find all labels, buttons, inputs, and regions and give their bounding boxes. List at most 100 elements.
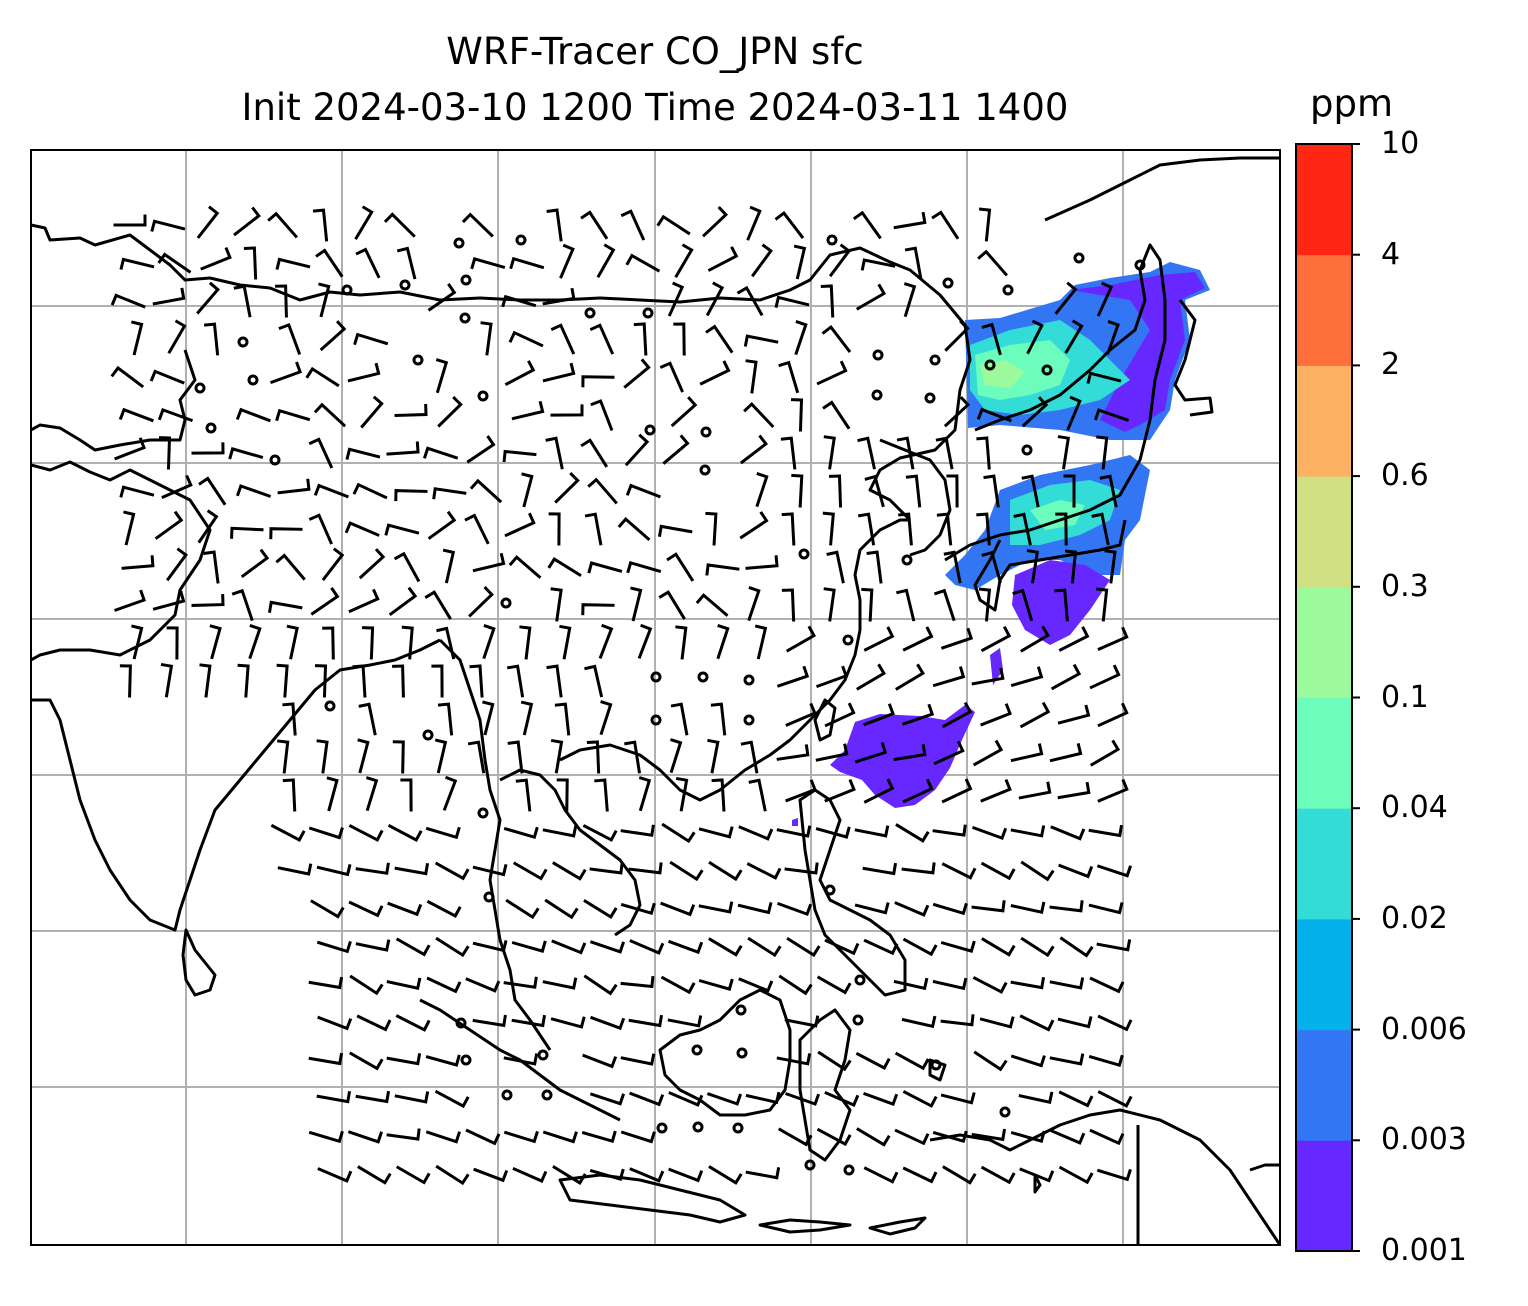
wind-barb: [550, 587, 563, 622]
wind-barb: [469, 478, 503, 504]
wind-barb: [275, 284, 288, 318]
wind-barb: [667, 281, 685, 317]
calm-wind-marker: [872, 349, 884, 361]
wind-barb: [277, 739, 290, 774]
wind-barb: [123, 510, 136, 546]
wind-barb: [401, 625, 414, 660]
wind-barb: [980, 703, 1012, 727]
wind-barb: [932, 902, 968, 916]
wind-barb: [316, 1090, 352, 1104]
calm-wind-marker: [929, 354, 941, 366]
wind-barb: [981, 550, 1002, 584]
wind-barb: [1057, 435, 1071, 470]
wind-barb: [275, 257, 311, 270]
wind-barb: [737, 901, 773, 915]
wind-barb: [1058, 626, 1090, 652]
wind-barb: [675, 776, 689, 812]
wind-barb: [705, 324, 734, 354]
wind-barb: [1059, 936, 1094, 958]
wind-barb: [1091, 512, 1110, 546]
wind-barb: [305, 366, 340, 388]
wind-barb: [550, 323, 576, 355]
wind-barb: [861, 587, 874, 622]
calm-wind-marker: [477, 390, 489, 402]
wind-barb: [467, 740, 486, 774]
wind-barb: [392, 740, 405, 774]
wind-barb: [508, 555, 542, 579]
wind-barb: [243, 246, 258, 280]
calm-wind-marker: [1073, 252, 1085, 264]
calm-wind-marker: [656, 1122, 668, 1134]
wind-barb: [856, 1127, 891, 1147]
wind-barb: [551, 939, 587, 955]
wind-barb: [781, 512, 796, 546]
wind-barb: [1089, 976, 1125, 994]
wind-barb: [784, 1092, 821, 1106]
wind-barb: [705, 511, 718, 546]
calm-wind-marker: [642, 307, 654, 319]
wind-barb: [387, 823, 423, 843]
wind-barb: [656, 214, 691, 236]
wind-barb: [745, 1091, 781, 1105]
wind-barb: [1021, 396, 1049, 428]
wind-barb: [426, 976, 462, 994]
wind-barb: [589, 1092, 626, 1106]
wind-barb: [282, 778, 297, 812]
wind-barb: [751, 243, 773, 278]
coastlines: [31, 156, 1280, 1245]
colorbar-tick-label: 2: [1381, 347, 1401, 383]
wind-barb: [791, 473, 804, 508]
calm-wind-marker: [843, 1164, 855, 1176]
wind-barb: [824, 1091, 860, 1107]
wind-barb: [698, 978, 734, 991]
wind-barb: [113, 214, 147, 227]
wind-barb: [348, 900, 384, 918]
colorbar-tick-label: 4: [1381, 236, 1401, 272]
wind-barb: [980, 625, 1012, 653]
wind-barb: [780, 436, 797, 470]
wind-barb: [547, 557, 582, 577]
wind-barb: [1106, 319, 1120, 356]
wind-barb: [308, 1130, 344, 1144]
wind-barb: [854, 902, 890, 915]
wind-barb: [1026, 319, 1044, 355]
wind-barb: [670, 702, 689, 736]
wind-barb: [472, 552, 506, 573]
wind-barb: [667, 1015, 703, 1028]
wind-barb: [442, 548, 456, 584]
wind-barb: [431, 664, 444, 698]
colorbar-band: [1296, 254, 1352, 366]
wind-barb: [240, 548, 270, 578]
wind-barb: [203, 550, 220, 584]
wind-barb: [864, 474, 885, 508]
wind-barb: [941, 778, 973, 804]
wind-barb: [774, 211, 805, 240]
wind-barb: [435, 358, 449, 394]
wind-barb: [466, 435, 496, 464]
wind-barb: [1057, 781, 1091, 800]
calm-wind-marker: [699, 464, 711, 476]
wind-barb: [743, 334, 779, 347]
wind-barb: [596, 243, 616, 279]
wind-barb: [1021, 474, 1040, 508]
wind-barb: [657, 524, 693, 538]
wind-barb: [979, 1016, 1015, 1029]
wind-barb: [662, 434, 690, 465]
wind-barb: [944, 319, 970, 352]
wind-barb: [482, 623, 496, 660]
wind-barb: [1057, 1016, 1093, 1029]
wind-barb: [978, 207, 992, 242]
wind-barb: [322, 626, 335, 660]
wind-barb: [1104, 549, 1117, 584]
wind-barb: [396, 246, 417, 280]
wind-barb: [980, 779, 1012, 803]
wind-barb: [352, 664, 367, 698]
wind-barb: [235, 484, 272, 498]
wind-barb: [480, 321, 493, 356]
colorbar-band: [1296, 697, 1352, 809]
calm-wind-marker: [735, 1004, 747, 1016]
wind-barb: [941, 862, 977, 880]
wind-barb: [121, 555, 155, 570]
wind-barb: [828, 243, 852, 278]
wind-barb: [933, 588, 956, 622]
